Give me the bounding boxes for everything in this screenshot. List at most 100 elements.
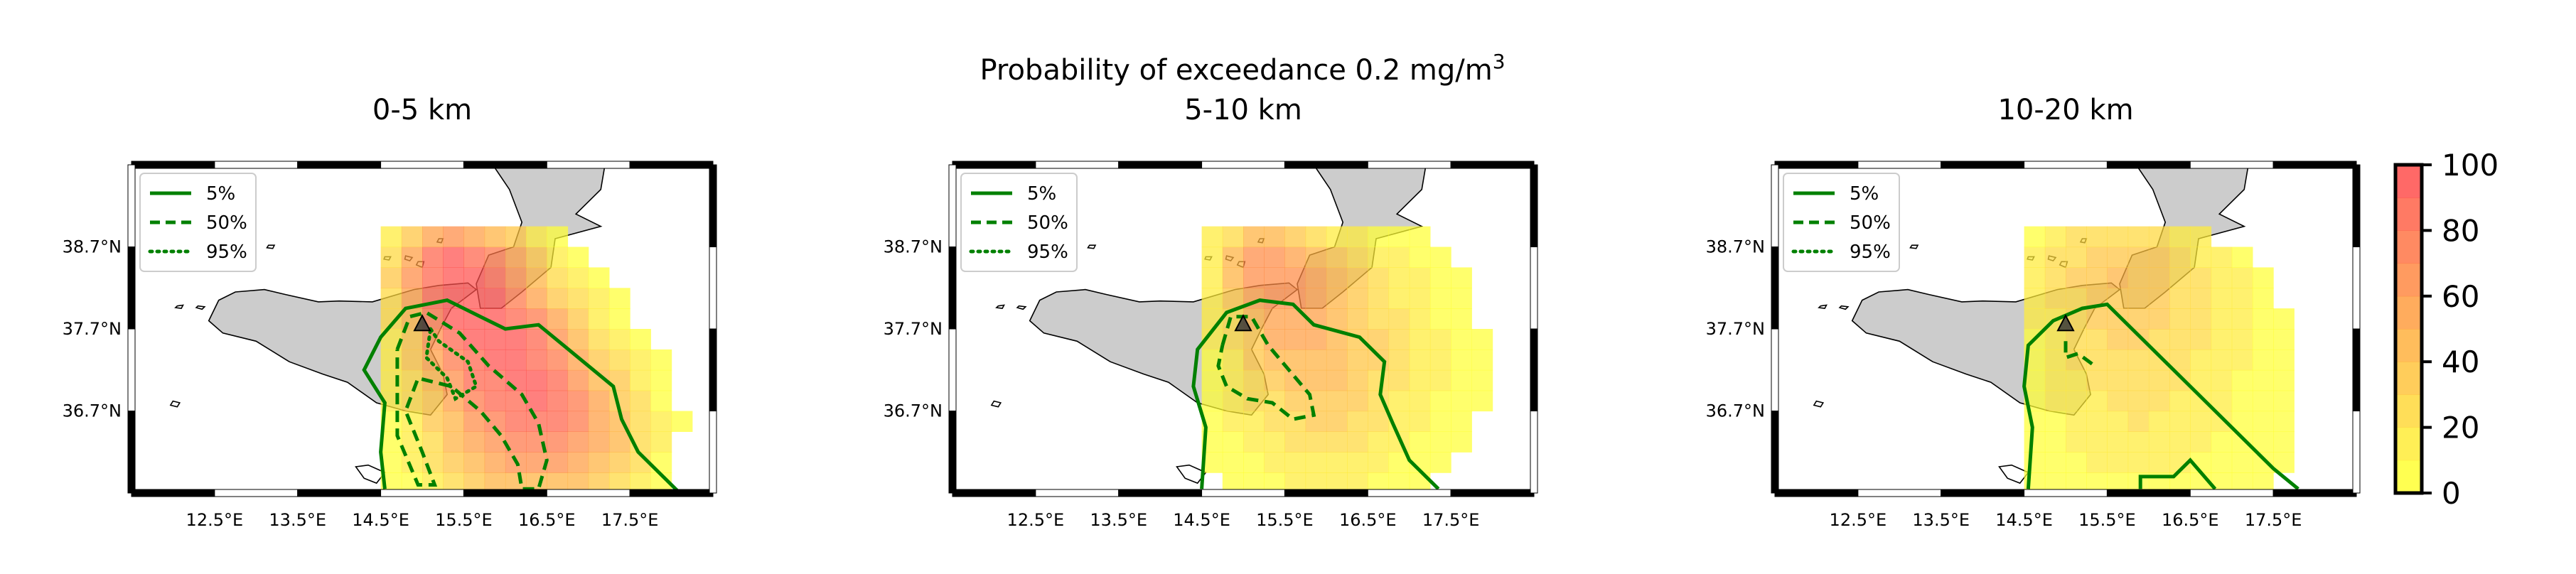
grid-cell <box>485 329 506 350</box>
grid-cell <box>2169 308 2191 330</box>
grid-cell <box>1410 370 1431 391</box>
grid-cell <box>485 391 506 412</box>
grid-cell <box>589 267 610 288</box>
frame-segment <box>709 165 717 247</box>
grid-cell <box>1284 329 1306 350</box>
frame-segment <box>132 489 215 497</box>
grid-cell <box>1326 411 1348 433</box>
grid-cell <box>1223 227 1244 248</box>
grid-cell <box>1223 350 1244 371</box>
grid-cell <box>2273 370 2295 391</box>
grid-cell <box>1451 391 1472 412</box>
grid-cell <box>609 288 630 309</box>
grid-cell <box>1202 288 1223 309</box>
grid-cell <box>1326 391 1348 412</box>
grid-cell <box>2066 247 2087 269</box>
frame-segment <box>215 489 298 497</box>
grid-cell <box>1223 247 1244 269</box>
grid-cell <box>547 452 568 473</box>
grid-cell <box>1243 350 1265 371</box>
grid-cell <box>2045 370 2066 391</box>
grid-cell <box>2253 411 2274 433</box>
grid-cell <box>1284 431 1306 453</box>
lat-tick-label: 38.7°N <box>63 237 122 257</box>
grid-cell <box>609 329 630 350</box>
frame-segment <box>630 161 713 168</box>
grid-cell <box>1410 267 1431 288</box>
grid-cell <box>526 247 547 269</box>
grid-cell <box>1410 247 1431 269</box>
grid-cell <box>2149 452 2170 473</box>
grid-cell <box>2128 391 2150 412</box>
grid-cell <box>1264 227 1285 248</box>
frame-segment <box>1771 165 1778 247</box>
frame-segment <box>1941 489 2024 497</box>
grid-cell <box>2149 227 2170 248</box>
colorbar-segment <box>2395 230 2422 264</box>
grid-cell <box>2086 227 2108 248</box>
grid-cell <box>422 391 444 412</box>
legend-label: 50% <box>1850 212 1891 234</box>
grid-cell <box>505 288 527 309</box>
grid-cell <box>1306 350 1327 371</box>
grid-cell <box>1347 288 1368 309</box>
legend-label: 95% <box>206 242 247 263</box>
grid-cell <box>609 308 630 330</box>
grid-cell <box>1326 431 1348 453</box>
grid-cell <box>402 267 423 288</box>
grid-cell <box>1326 247 1348 269</box>
grid-cell <box>2232 431 2253 453</box>
frame-segment <box>128 247 135 330</box>
grid-cell <box>2149 350 2170 371</box>
frame-segment <box>381 161 464 168</box>
grid-cell <box>2211 370 2233 391</box>
grid-cell <box>2169 247 2191 269</box>
grid-cell <box>2045 267 2066 288</box>
grid-cell <box>1430 431 1451 453</box>
grid-cell <box>1202 391 1223 412</box>
colorbar-segment <box>2395 165 2422 198</box>
grid-cell <box>2253 350 2274 371</box>
grid-cell <box>443 247 464 269</box>
grid-cell <box>381 247 402 269</box>
grid-cell <box>1430 247 1451 269</box>
grid-cell <box>2169 329 2191 350</box>
grid-cell <box>2066 267 2087 288</box>
grid-cell <box>589 452 610 473</box>
grid-cell <box>1264 431 1285 453</box>
frame-segment <box>2353 411 2360 494</box>
lon-tick-label: 12.5°E <box>1830 510 1887 530</box>
frame-segment <box>1451 489 1534 497</box>
grid-cell <box>1326 370 1348 391</box>
grid-cell <box>2149 288 2170 309</box>
island <box>1911 245 1918 249</box>
grid-cell <box>609 431 630 453</box>
lon-tick-label: 13.5°E <box>269 510 326 530</box>
grid-cell <box>2128 267 2150 288</box>
grid-cell <box>2086 370 2108 391</box>
grid-cell <box>568 391 589 412</box>
grid-cell <box>2273 431 2295 453</box>
grid-cell <box>2273 391 2295 412</box>
grid-cell <box>526 370 547 391</box>
grid-cell <box>568 247 589 269</box>
grid-cell <box>568 308 589 330</box>
grid-cell <box>1410 350 1431 371</box>
grid-cell <box>589 288 610 309</box>
lon-tick-label: 15.5°E <box>1256 510 1314 530</box>
grid-cell <box>609 350 630 371</box>
grid-cell <box>526 227 547 248</box>
grid-cell <box>2190 431 2211 453</box>
grid-cell <box>1223 267 1244 288</box>
lon-tick-label: 14.5°E <box>352 510 409 530</box>
frame-segment <box>463 161 547 168</box>
grid-cell <box>589 329 610 350</box>
grid-cell <box>2045 350 2066 371</box>
frame-segment <box>709 411 717 494</box>
grid-cell <box>1368 267 1389 288</box>
grid-cell <box>2190 329 2211 350</box>
grid-cell <box>2169 411 2191 433</box>
grid-cell <box>505 350 527 371</box>
grid-cell <box>2045 329 2066 350</box>
grid-cell <box>463 329 485 350</box>
